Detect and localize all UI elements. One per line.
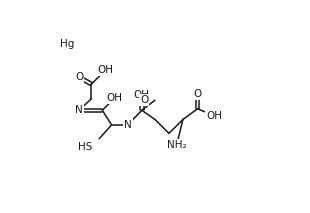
Text: O: O <box>140 95 148 105</box>
Text: OH: OH <box>97 65 113 75</box>
Text: OH: OH <box>206 111 222 121</box>
Text: N: N <box>124 120 132 130</box>
Text: NH₂: NH₂ <box>167 140 187 150</box>
Text: O: O <box>75 72 83 82</box>
Text: O: O <box>193 89 202 99</box>
Text: N: N <box>75 105 83 115</box>
Text: Hg: Hg <box>60 39 75 49</box>
Text: HS: HS <box>78 142 92 152</box>
Text: OH: OH <box>134 90 150 100</box>
Text: OH: OH <box>107 93 123 103</box>
